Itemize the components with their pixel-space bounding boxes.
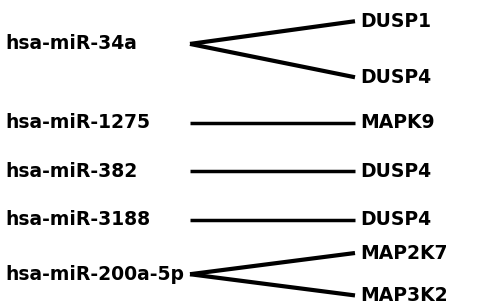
Text: hsa-miR-3188: hsa-miR-3188 bbox=[5, 210, 150, 229]
Text: MAP3K2: MAP3K2 bbox=[360, 286, 448, 303]
Text: MAP2K7: MAP2K7 bbox=[360, 244, 448, 262]
Text: MAPK9: MAPK9 bbox=[360, 113, 434, 132]
Text: hsa-miR-34a: hsa-miR-34a bbox=[5, 35, 137, 53]
Text: DUSP4: DUSP4 bbox=[360, 162, 431, 181]
Text: hsa-miR-1275: hsa-miR-1275 bbox=[5, 113, 150, 132]
Text: hsa-miR-382: hsa-miR-382 bbox=[5, 162, 137, 181]
Text: hsa-miR-200a-5p: hsa-miR-200a-5p bbox=[5, 265, 184, 284]
Text: DUSP4: DUSP4 bbox=[360, 210, 431, 229]
Text: DUSP4: DUSP4 bbox=[360, 68, 431, 87]
Text: DUSP1: DUSP1 bbox=[360, 12, 431, 31]
